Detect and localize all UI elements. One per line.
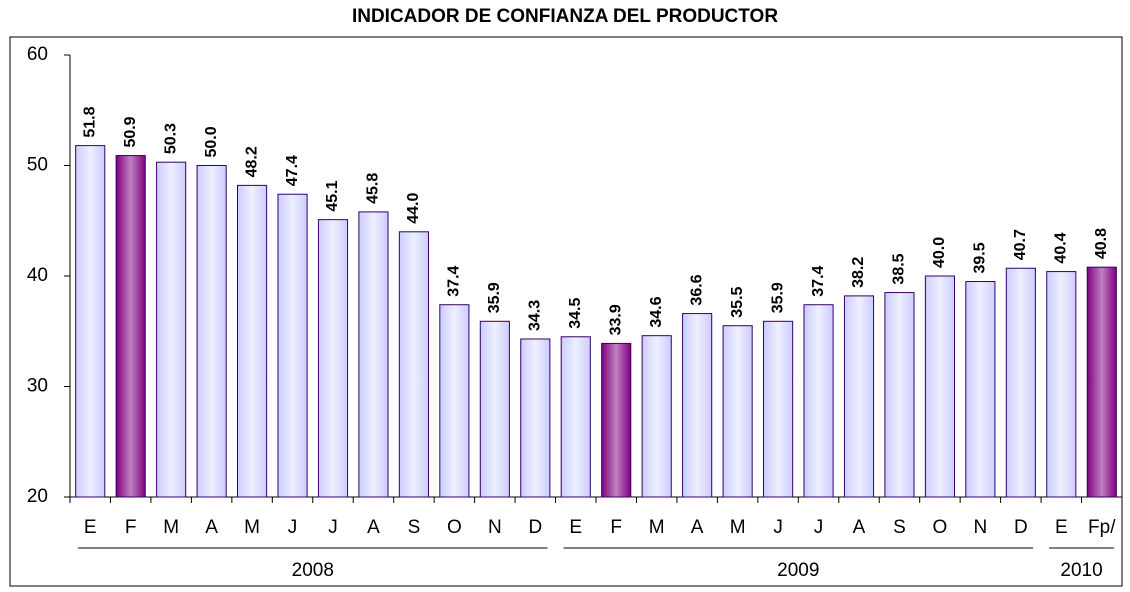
x-tick-label: O: [933, 517, 948, 538]
bar: [439, 304, 470, 498]
value-label: 47.4: [284, 155, 301, 186]
value-label: 36.6: [688, 274, 705, 305]
value-label: 45.1: [324, 180, 341, 211]
x-tick-label: A: [853, 517, 866, 538]
x-tick-label: J: [288, 517, 298, 538]
x-tick-label: F: [125, 517, 137, 538]
value-label: 37.4: [810, 265, 827, 296]
bar: [641, 335, 672, 498]
value-label: 37.4: [446, 265, 463, 296]
value-label: 45.8: [365, 173, 382, 204]
bar: [682, 313, 713, 498]
bar: [317, 219, 349, 498]
x-tick-label: A: [691, 517, 704, 538]
value-label: 35.5: [729, 286, 746, 317]
bar: [156, 161, 187, 498]
value-label: 40.4: [1053, 232, 1070, 263]
bar: [1046, 271, 1077, 498]
x-tick-label: A: [205, 517, 218, 538]
value-label: 35.9: [486, 282, 503, 313]
x-tick-label: S: [893, 517, 906, 538]
bar: [479, 320, 510, 498]
bar: [1005, 267, 1036, 498]
x-tick-label: Fp/: [1088, 517, 1116, 538]
value-label: 33.9: [607, 304, 624, 335]
bar: [196, 165, 227, 498]
bar: [965, 281, 996, 498]
x-tick-label: M: [649, 517, 665, 538]
bar: [560, 336, 591, 498]
bar: [237, 184, 268, 498]
group-label: 2009: [777, 560, 819, 581]
value-label: 51.8: [81, 106, 98, 137]
bar: [803, 304, 834, 498]
x-tick-label: D: [528, 517, 542, 538]
value-label: 38.5: [891, 253, 908, 284]
bar: [763, 320, 794, 498]
bar: [115, 155, 146, 498]
y-tick-label: 60: [27, 44, 48, 65]
x-tick-label: M: [163, 517, 179, 538]
x-tick-label: E: [84, 517, 97, 538]
x-tick-label: A: [367, 517, 380, 538]
value-label: 50.0: [203, 126, 220, 157]
bar: [1086, 266, 1117, 498]
x-tick-label: S: [408, 517, 421, 538]
value-label: 50.3: [162, 123, 179, 154]
bar: [277, 193, 308, 498]
chart-title: INDICADOR DE CONFIANZA DEL PRODUCTOR: [352, 6, 778, 27]
x-tick-label: J: [814, 517, 824, 538]
value-label: 34.3: [527, 300, 544, 331]
value-label: 34.6: [648, 296, 665, 327]
value-label: 35.9: [769, 282, 786, 313]
y-tick-label: 20: [27, 486, 48, 507]
x-tick-label: N: [974, 517, 988, 538]
value-label: 39.5: [972, 242, 989, 273]
chart-frame: [9, 36, 1123, 587]
bar: [75, 145, 106, 498]
bar: [722, 325, 753, 498]
x-tick-label: M: [730, 517, 746, 538]
y-tick-label: 50: [27, 155, 48, 176]
x-tick-label: M: [244, 517, 260, 538]
group-label: 2008: [292, 560, 334, 581]
value-label: 40.8: [1093, 228, 1110, 259]
bar: [358, 211, 389, 498]
x-tick-label: D: [1014, 517, 1028, 538]
bar: [843, 295, 875, 498]
x-tick-label: N: [488, 517, 502, 538]
x-tick-label: J: [328, 517, 338, 538]
value-label: 50.9: [122, 116, 139, 147]
x-tick-label: F: [610, 517, 622, 538]
x-tick-label: O: [447, 517, 462, 538]
y-tick-label: 40: [27, 265, 48, 286]
value-label: 40.0: [931, 237, 948, 268]
bar: [520, 338, 551, 498]
x-tick-label: J: [773, 517, 783, 538]
group-label: 2010: [1060, 560, 1102, 581]
bar: [884, 292, 915, 498]
x-tick-label: E: [1055, 517, 1068, 538]
value-label: 34.5: [567, 298, 584, 329]
value-label: 48.2: [243, 146, 260, 177]
y-tick-label: 30: [27, 376, 48, 397]
bar: [398, 231, 429, 498]
value-label: 44.0: [405, 193, 422, 224]
x-tick-label: E: [569, 517, 582, 538]
bar: [924, 275, 955, 498]
bar: [601, 342, 632, 498]
value-label: 38.2: [850, 257, 867, 288]
value-label: 40.7: [1012, 229, 1029, 260]
